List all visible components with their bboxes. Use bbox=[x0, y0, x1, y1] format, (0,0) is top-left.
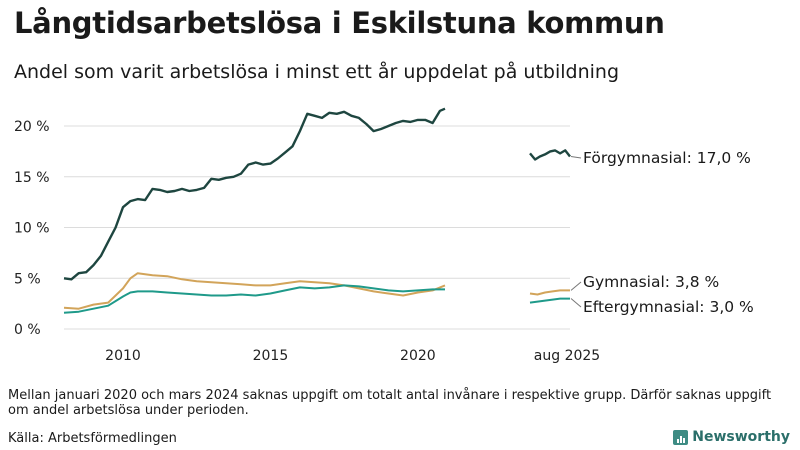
chart-subtitle: Andel som varit arbetslösa i minst ett å… bbox=[14, 61, 620, 83]
x-axis-ticks: 2010 2015 2020 aug 2025 bbox=[105, 348, 600, 364]
end-label-gymnasial: Gymnasial: 3,8 % bbox=[583, 273, 719, 291]
newsworthy-icon bbox=[673, 429, 689, 445]
series-line-gymnasial-1 bbox=[63, 272, 446, 310]
chart-title: Långtidsarbetslösa i Eskilstuna kommun bbox=[14, 6, 665, 40]
leader-line-forgymnasial bbox=[570, 155, 582, 159]
series-lines bbox=[63, 107, 571, 314]
x-tick-label-2020: 2020 bbox=[400, 348, 436, 364]
grid-lines bbox=[64, 125, 570, 330]
y-tick-label-0: 0 % bbox=[14, 322, 41, 338]
end-label-eftergymnasial: Eftergymnasial: 3,0 % bbox=[583, 298, 754, 316]
series-line-forgymnasial-1 bbox=[63, 107, 446, 281]
source-text: Källa: Arbetsförmedlingen bbox=[8, 431, 177, 446]
y-tick-label-20: 20 % bbox=[14, 119, 50, 135]
x-tick-label-2010: 2010 bbox=[105, 348, 141, 364]
y-tick-label-5: 5 % bbox=[14, 271, 41, 287]
end-label-forgymnasial: Förgymnasial: 17,0 % bbox=[583, 149, 751, 167]
series-end-labels: Förgymnasial: 17,0 % Gymnasial: 3,8 % Efte… bbox=[570, 149, 754, 316]
x-tick-label-aug-2025: aug 2025 bbox=[534, 348, 600, 364]
y-tick-label-15: 15 % bbox=[14, 170, 50, 186]
y-axis-ticks: 0 % 5 % 10 % 15 % 20 % bbox=[14, 119, 50, 338]
y-tick-label-10: 10 % bbox=[14, 221, 50, 237]
series-line-forgymnasial-2 bbox=[529, 149, 571, 161]
brand-logo: Newsworthy bbox=[673, 429, 790, 445]
series-line-gymnasial-2 bbox=[529, 289, 570, 296]
footnote: Mellan januari 2020 och mars 2024 saknas… bbox=[8, 388, 772, 418]
x-tick-label-2015: 2015 bbox=[253, 348, 289, 364]
line-chart: 0 %5 %10 %15 %20 % 2010 2015 2020 aug 2025 … bbox=[14, 107, 754, 364]
series-line-eftergymnasial-1 bbox=[63, 284, 445, 314]
brand-name: Newsworthy bbox=[692, 429, 790, 445]
leader-line-eftergymnasial bbox=[570, 298, 582, 308]
series-line-eftergymnasial-2 bbox=[529, 297, 570, 304]
leader-line-gymnasial bbox=[570, 281, 582, 291]
